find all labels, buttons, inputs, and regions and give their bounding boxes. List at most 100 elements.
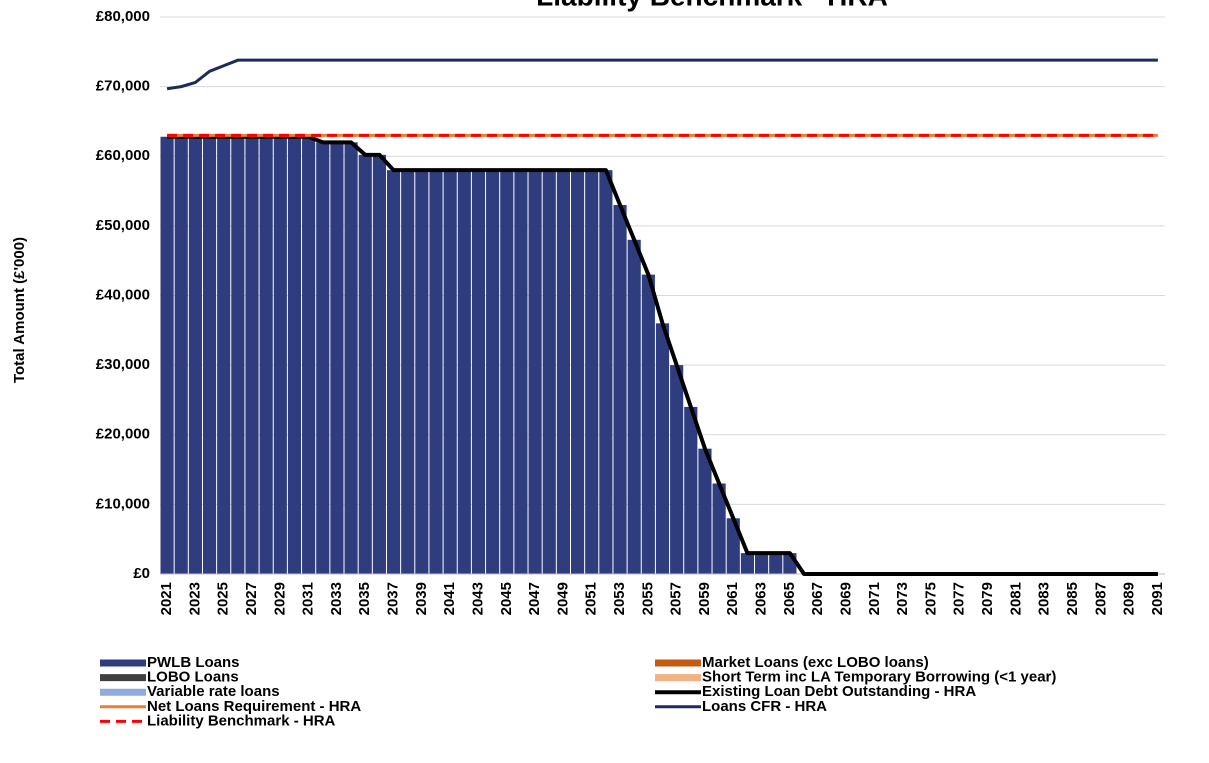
x-tick-label: 2047 [526, 582, 543, 615]
bar [174, 136, 188, 574]
bar [245, 136, 259, 574]
bar [613, 204, 627, 575]
x-tick-label: 2029 [271, 582, 288, 615]
bar [330, 142, 344, 574]
chart-title: Liability Benchmark - HRA [536, 0, 888, 11]
bar [358, 154, 372, 575]
y-tick-label: £80,000 [96, 8, 150, 25]
bar [599, 170, 613, 575]
y-tick-label: £50,000 [96, 217, 150, 234]
x-tick-label: 2067 [809, 582, 826, 615]
bar [443, 170, 457, 575]
x-tick-label: 2033 [328, 582, 345, 615]
x-tick-label: 2075 [922, 582, 939, 615]
y-tick-label: £70,000 [96, 78, 150, 95]
x-tick-label: 2065 [781, 582, 798, 615]
bar [755, 553, 769, 574]
bar [627, 239, 641, 575]
bar [471, 170, 486, 575]
x-tick-label: 2023 [186, 582, 203, 615]
x-tick-label: 2091 [1149, 582, 1166, 615]
legend-label: Variable rate loans [147, 683, 280, 700]
bar [287, 136, 302, 574]
bar [386, 170, 401, 575]
x-tick-label: 2031 [300, 582, 317, 615]
x-tick-label: 2063 [753, 582, 770, 615]
legend-label: PWLB Loans [147, 654, 240, 671]
x-tick-label: 2059 [696, 582, 713, 615]
bar [655, 323, 670, 574]
x-tick-label: 2049 [554, 582, 571, 615]
bar [316, 142, 330, 574]
legend-label: Existing Loan Debt Outstanding - HRA [702, 683, 976, 700]
bar [273, 136, 287, 574]
x-tick-label: 2083 [1036, 582, 1053, 615]
x-tick-label: 2087 [1092, 582, 1109, 615]
bar [684, 406, 698, 574]
bar [556, 170, 570, 575]
x-tick-label: 2081 [1007, 582, 1024, 615]
x-tick-label: 2051 [583, 582, 600, 615]
y-tick-label: £0 [133, 565, 150, 582]
legend-label: Liability Benchmark - HRA [147, 712, 336, 729]
bar [486, 170, 500, 575]
bar [769, 553, 783, 574]
x-tick-label: 2085 [1064, 582, 1081, 615]
bar [712, 483, 726, 574]
x-tick-label: 2069 [837, 582, 854, 615]
bar [641, 274, 655, 574]
y-axis-label: Total Amount (£'000) [11, 237, 28, 383]
bar [302, 136, 316, 574]
legend-label: Loans CFR - HRA [702, 698, 827, 715]
x-tick-label: 2025 [215, 582, 232, 615]
bar [585, 170, 599, 575]
bar [217, 136, 231, 574]
x-tick-label: 2071 [866, 582, 883, 615]
bar [415, 170, 429, 575]
x-tick-label: 2021 [158, 582, 175, 615]
bar [670, 365, 684, 574]
bar [259, 136, 273, 574]
bar [401, 170, 415, 575]
x-tick-label: 2041 [441, 582, 458, 615]
legend-label: LOBO Loans [147, 669, 239, 686]
x-tick-label: 2079 [979, 582, 996, 615]
bar [528, 170, 542, 575]
x-tick-label: 2027 [243, 582, 260, 615]
y-tick-label: £20,000 [96, 426, 150, 443]
x-tick-label: 2053 [611, 582, 628, 615]
x-tick-label: 2043 [469, 582, 486, 615]
bar [726, 518, 740, 574]
x-tick-label: 2055 [639, 582, 656, 615]
bar [202, 136, 217, 574]
bar [740, 553, 755, 574]
legend-label: Short Term inc LA Temporary Borrowing (<… [702, 669, 1056, 686]
legend-label: Net Loans Requirement - HRA [147, 698, 361, 715]
bar [542, 170, 556, 575]
line [167, 134, 1158, 576]
y-tick-label: £10,000 [96, 495, 150, 512]
line [166, 58, 1158, 91]
x-tick-label: 2089 [1121, 582, 1138, 615]
bar [514, 170, 528, 575]
bar [344, 142, 358, 574]
bar [698, 448, 712, 574]
x-tick-label: 2077 [951, 582, 968, 615]
x-tick-label: 2061 [724, 582, 741, 615]
x-tick-label: 2037 [385, 582, 402, 615]
bar [160, 136, 174, 574]
x-tick-label: 2057 [668, 582, 685, 615]
bar [570, 170, 585, 575]
bar [372, 154, 386, 575]
x-tick-label: 2045 [498, 582, 515, 615]
y-tick-label: £60,000 [96, 147, 150, 164]
bar [231, 136, 245, 574]
bar [500, 170, 514, 575]
bar [457, 170, 471, 575]
legend-label: Market Loans (exc LOBO loans) [702, 654, 929, 671]
x-tick-label: 2035 [356, 582, 373, 615]
x-tick-label: 2039 [413, 582, 430, 615]
y-tick-label: £30,000 [96, 356, 150, 373]
bar [429, 170, 443, 575]
